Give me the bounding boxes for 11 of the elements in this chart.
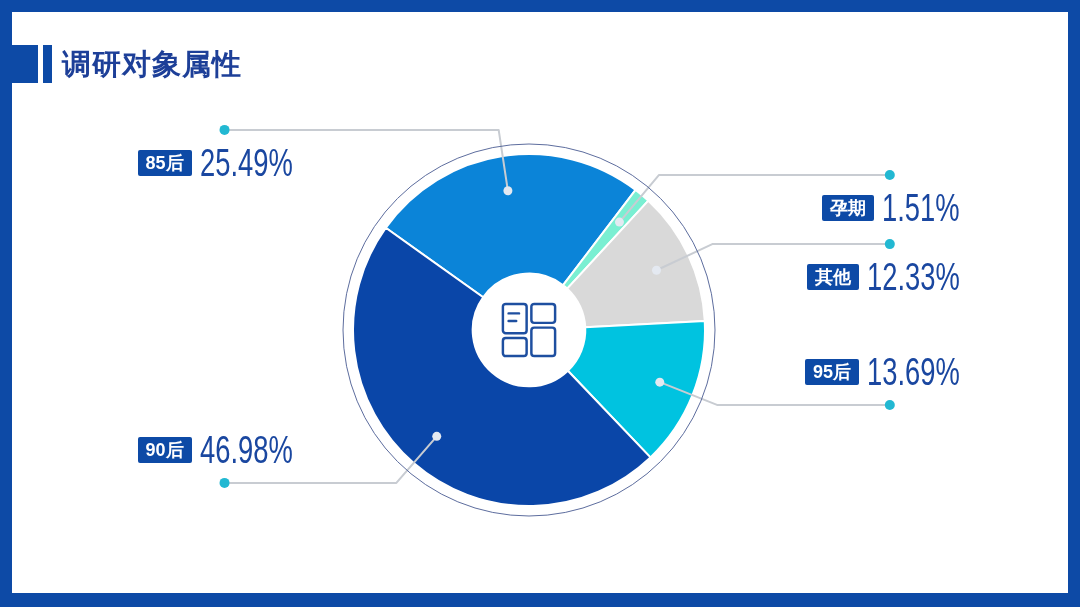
data-label: 25.49% bbox=[199, 141, 293, 184]
slice-label: 90后 bbox=[137, 436, 192, 463]
data-label: 46.98% bbox=[199, 428, 293, 471]
chart-title: 调研对象属性 bbox=[62, 46, 242, 82]
slice-label: 孕期 bbox=[822, 194, 875, 221]
slice-label: 95后 bbox=[804, 358, 859, 385]
slice-label: 85后 bbox=[137, 149, 192, 176]
data-label: 1.51% bbox=[882, 186, 960, 229]
data-label: 13.69% bbox=[866, 350, 960, 393]
data-label: 12.33% bbox=[866, 256, 960, 299]
slice-label: 其他 bbox=[806, 264, 859, 291]
